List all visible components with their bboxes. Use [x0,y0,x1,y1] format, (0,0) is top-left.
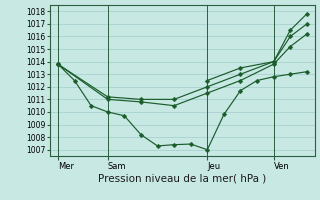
X-axis label: Pression niveau de la mer( hPa ): Pression niveau de la mer( hPa ) [98,173,267,183]
